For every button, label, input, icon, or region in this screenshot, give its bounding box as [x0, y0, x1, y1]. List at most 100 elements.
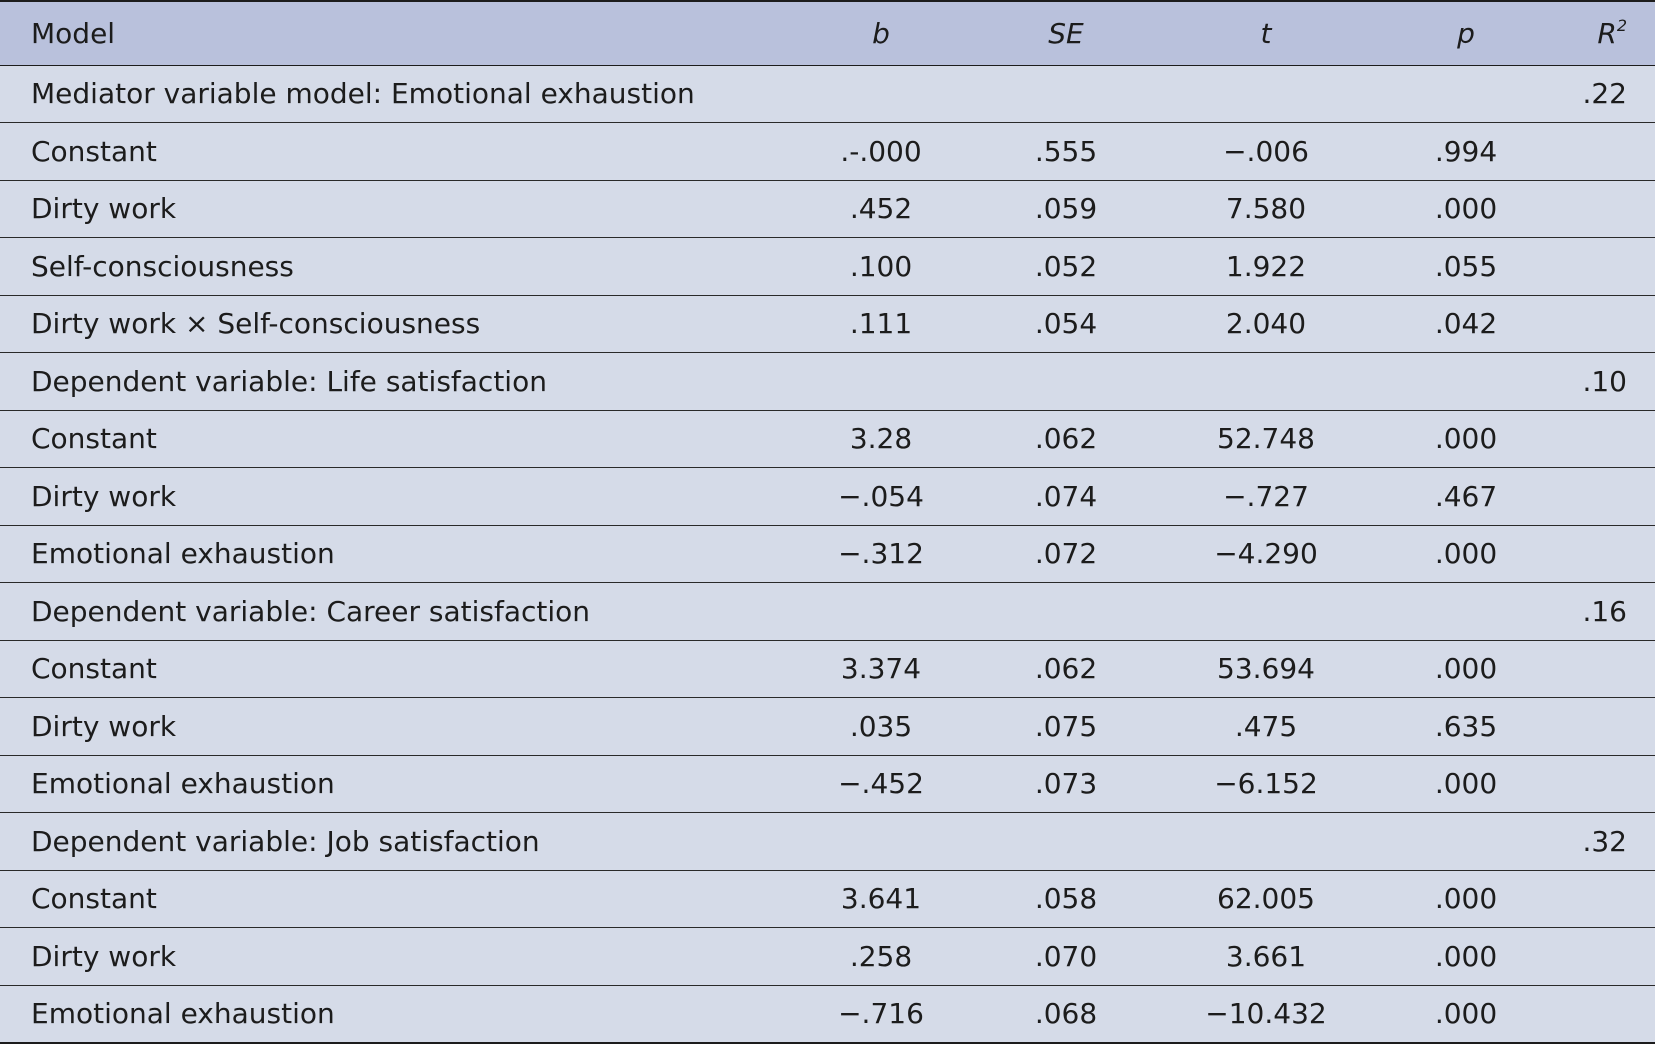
cell-se	[991, 352, 1141, 411]
cell-r2	[1541, 985, 1655, 1044]
cell-p: .000	[1391, 525, 1541, 583]
header-b: b	[771, 0, 991, 66]
header-r2-sup: 2	[1616, 15, 1627, 35]
cell-model: Emotional exhaustion	[0, 525, 771, 583]
cell-t: 1.922	[1141, 237, 1391, 296]
cell-p: .994	[1391, 122, 1541, 181]
cell-r2	[1541, 640, 1655, 698]
cell-se: .070	[991, 927, 1141, 986]
table-row: Emotional exhaustion −.716.068 −10.432.000	[0, 985, 1655, 1044]
cell-t: 7.580	[1141, 180, 1391, 238]
cell-b: −.452	[771, 755, 991, 813]
cell-r2: .32	[1541, 812, 1655, 871]
cell-t: 62.005	[1141, 870, 1391, 928]
cell-p: .467	[1391, 467, 1541, 526]
cell-r2	[1541, 237, 1655, 296]
cell-t: 53.694	[1141, 640, 1391, 698]
cell-model: Dirty work	[0, 927, 771, 986]
table-row: Mediator variable model: Emotional exhau…	[0, 65, 1655, 123]
header-model: Model	[0, 0, 771, 66]
cell-se	[991, 582, 1141, 641]
cell-r2	[1541, 467, 1655, 526]
cell-model: Dependent variable: Job satisfaction	[0, 812, 771, 871]
cell-se: .073	[991, 755, 1141, 813]
table-row: Emotional exhaustion −.452.073 −6.152.000	[0, 755, 1655, 813]
cell-t: −4.290	[1141, 525, 1391, 583]
cell-b: −.312	[771, 525, 991, 583]
cell-b: .035	[771, 697, 991, 756]
table-row: Emotional exhaustion −.312.072 −4.290.000	[0, 525, 1655, 583]
table-row: Self-consciousness .100.052 1.922.055	[0, 237, 1655, 296]
cell-b: −.716	[771, 985, 991, 1044]
table-row: Constant 3.374.062 53.694.000	[0, 640, 1655, 698]
cell-model: Constant	[0, 640, 771, 698]
header-se: SE	[991, 0, 1141, 66]
cell-se: .059	[991, 180, 1141, 238]
cell-p: .000	[1391, 640, 1541, 698]
cell-model: Constant	[0, 870, 771, 928]
cell-p: .000	[1391, 870, 1541, 928]
table-row: Dependent variable: Life satisfaction .10	[0, 352, 1655, 411]
cell-se	[991, 812, 1141, 871]
cell-r2	[1541, 122, 1655, 181]
header-row: Model b SE t p R2	[0, 0, 1655, 66]
cell-t: 2.040	[1141, 295, 1391, 353]
cell-b: 3.374	[771, 640, 991, 698]
cell-se: .075	[991, 697, 1141, 756]
table-row: Dirty work .452.059 7.580.000	[0, 180, 1655, 238]
cell-t	[1141, 65, 1391, 123]
table-header: Model b SE t p R2	[0, 0, 1655, 66]
cell-p: .042	[1391, 295, 1541, 353]
cell-t: −10.432	[1141, 985, 1391, 1044]
cell-se: .058	[991, 870, 1141, 928]
cell-model: Dirty work × Self-consciousness	[0, 295, 771, 353]
cell-se: .062	[991, 640, 1141, 698]
cell-r2	[1541, 525, 1655, 583]
cell-model: Dirty work	[0, 180, 771, 238]
header-t: t	[1141, 0, 1391, 66]
cell-b: .100	[771, 237, 991, 296]
cell-t: −.006	[1141, 122, 1391, 181]
cell-t: −.727	[1141, 467, 1391, 526]
cell-se: .072	[991, 525, 1141, 583]
cell-model: Emotional exhaustion	[0, 755, 771, 813]
cell-model: Dirty work	[0, 697, 771, 756]
cell-b	[771, 352, 991, 411]
cell-model: Dependent variable: Career satisfaction	[0, 582, 771, 641]
cell-b: 3.641	[771, 870, 991, 928]
cell-p	[1391, 352, 1541, 411]
cell-b: −.054	[771, 467, 991, 526]
cell-b: .258	[771, 927, 991, 986]
cell-r2	[1541, 410, 1655, 468]
cell-r2	[1541, 697, 1655, 756]
cell-se: .068	[991, 985, 1141, 1044]
cell-model: Constant	[0, 410, 771, 468]
cell-p	[1391, 812, 1541, 871]
cell-r2: .16	[1541, 582, 1655, 641]
cell-model: Dirty work	[0, 467, 771, 526]
cell-b	[771, 812, 991, 871]
cell-p: .000	[1391, 985, 1541, 1044]
cell-se: .074	[991, 467, 1141, 526]
cell-b	[771, 65, 991, 123]
cell-se: .054	[991, 295, 1141, 353]
cell-p: .055	[1391, 237, 1541, 296]
header-r2: R2	[1541, 0, 1655, 66]
cell-b: .111	[771, 295, 991, 353]
cell-r2	[1541, 295, 1655, 353]
cell-p: .635	[1391, 697, 1541, 756]
cell-r2: .10	[1541, 352, 1655, 411]
table-row: Dependent variable: Job satisfaction .32	[0, 812, 1655, 871]
cell-t: .475	[1141, 697, 1391, 756]
cell-p: .000	[1391, 927, 1541, 986]
cell-model: Emotional exhaustion	[0, 985, 771, 1044]
cell-se	[991, 65, 1141, 123]
cell-b: .-.000	[771, 122, 991, 181]
table-row: Constant .-.000.555 −.006.994	[0, 122, 1655, 181]
cell-p: .000	[1391, 410, 1541, 468]
cell-p: .000	[1391, 755, 1541, 813]
cell-r2	[1541, 180, 1655, 238]
table-row: Constant 3.641.058 62.005.000	[0, 870, 1655, 928]
